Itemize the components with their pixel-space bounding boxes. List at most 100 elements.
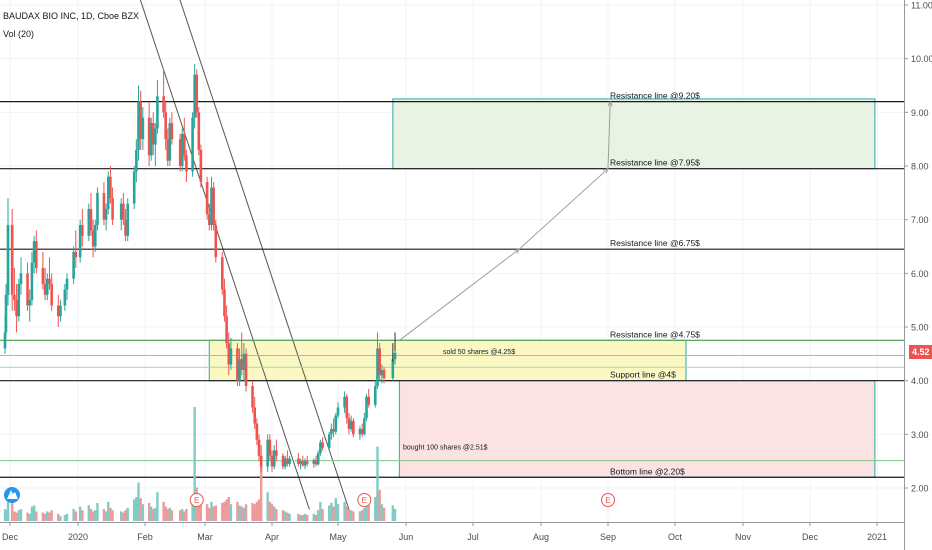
tradingview-logo[interactable]	[4, 487, 20, 503]
candle-body	[238, 359, 241, 381]
level-label: Resistance line @9.20$	[610, 91, 700, 101]
candle-body	[240, 359, 244, 370]
earnings-marker[interactable]: E	[357, 493, 372, 507]
candle	[197, 106, 201, 156]
trade-note: sold 50 shares @4.25$	[443, 349, 515, 356]
candle	[141, 106, 145, 150]
volume-bar	[185, 509, 188, 521]
candle-body	[124, 219, 127, 236]
volume-bar	[205, 504, 209, 521]
volume-bar	[141, 504, 145, 521]
volume-bar	[132, 499, 136, 521]
volume-bar	[43, 513, 47, 521]
candle	[147, 101, 151, 166]
candle-body	[393, 352, 397, 360]
candle-body	[358, 428, 362, 435]
candle	[154, 123, 157, 166]
volume-bar	[306, 515, 309, 521]
candle-body	[50, 284, 53, 306]
candle	[312, 458, 316, 468]
candle	[102, 182, 106, 226]
candle	[373, 380, 377, 408]
volume-bar	[212, 506, 215, 521]
volume-bar	[303, 513, 307, 521]
candle	[305, 455, 309, 467]
volume-bar	[227, 497, 230, 521]
price-tick-label: 4.00	[911, 376, 929, 386]
candle-body	[253, 407, 257, 424]
volume-bar	[156, 492, 159, 521]
volume-bar	[46, 511, 49, 521]
time-tick-label: Nov	[735, 532, 752, 542]
candle	[50, 273, 53, 311]
candle	[270, 450, 274, 472]
earnings-marker[interactable]: E	[601, 493, 615, 507]
candle-body	[154, 128, 157, 145]
volume-bar	[275, 509, 278, 521]
volume-bar	[393, 509, 397, 521]
candle-body	[162, 96, 165, 113]
volume-bar	[152, 509, 155, 521]
candle-body	[376, 348, 379, 387]
volume-bar	[178, 510, 182, 521]
volume-bar	[50, 510, 53, 521]
candle	[288, 455, 291, 467]
candle	[220, 251, 224, 295]
volume-bar	[166, 509, 169, 521]
candle-body	[199, 149, 203, 183]
candle	[4, 284, 8, 338]
candle	[178, 133, 182, 172]
earnings-marker[interactable]: E	[189, 493, 204, 507]
volume-bar	[358, 511, 362, 521]
candle	[225, 305, 228, 349]
candle	[229, 337, 233, 370]
candle	[314, 455, 318, 467]
candle-body	[343, 396, 346, 408]
candle	[91, 219, 95, 258]
candle	[316, 450, 320, 466]
volume-bar	[334, 498, 337, 521]
target-zone	[392, 98, 876, 170]
candle-body	[334, 415, 338, 432]
volume-bar	[109, 507, 112, 521]
volume-bar	[48, 512, 51, 521]
candle-body	[166, 139, 170, 161]
volume-bar	[297, 513, 300, 521]
volume-bar	[382, 507, 386, 521]
volume-bar	[376, 446, 379, 521]
candle	[41, 251, 45, 290]
volume-bar	[221, 503, 224, 521]
time-tick-label: Dec	[802, 532, 819, 542]
candle-body	[301, 461, 305, 466]
candle	[180, 128, 184, 172]
candle-body	[327, 434, 331, 448]
volume-bar	[147, 503, 151, 521]
candle-body	[63, 289, 67, 306]
candle	[214, 219, 218, 263]
candle	[119, 198, 123, 231]
downtrend-line	[179, 0, 350, 510]
volume-bar	[197, 499, 200, 521]
volume-bar	[168, 507, 172, 521]
candle	[275, 439, 278, 462]
candle	[352, 418, 355, 438]
volume-indicator-label[interactable]: Vol (20)	[3, 29, 34, 39]
volume-bar	[135, 497, 138, 521]
volume-bar	[183, 511, 186, 521]
candle-body	[164, 112, 167, 140]
time-axis[interactable]: Dec 2020 Feb Mar Apr May Jun Jul Aug Sep Oct Nov Dec…	[0, 522, 904, 542]
volume-bar	[349, 510, 353, 521]
price-tick-label: 10.00	[911, 54, 932, 64]
candle-body	[212, 187, 215, 226]
candle	[87, 203, 91, 242]
volume-bar	[124, 510, 127, 521]
price-axis[interactable]: 11.00 10.00 9.00 8.00 7.00 6.00 5.00 4.00 3.00 2.…	[904, 0, 932, 550]
time-tick-label: Oct	[668, 532, 683, 542]
candle-body	[272, 450, 276, 467]
candle	[378, 343, 381, 381]
projection-line	[399, 101, 611, 341]
candle-body	[170, 123, 174, 140]
candle	[283, 455, 287, 470]
volume-bar	[87, 505, 91, 521]
